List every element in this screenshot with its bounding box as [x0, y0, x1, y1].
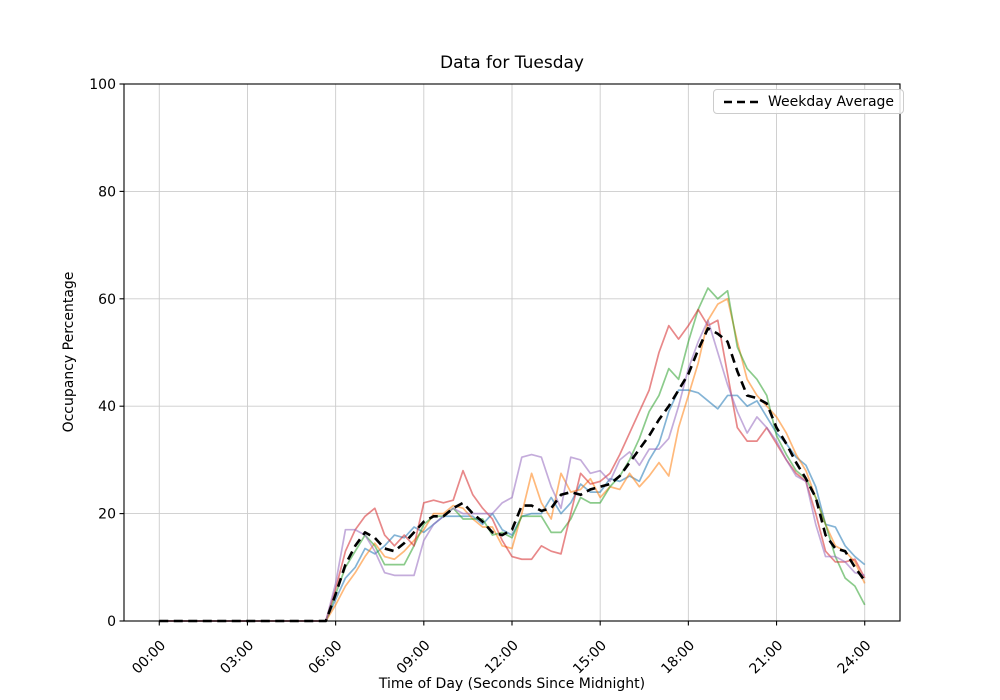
- chart-title: Data for Tuesday: [440, 53, 584, 73]
- x-tick-label: 24:00: [835, 638, 875, 678]
- y-tick-label: 0: [107, 614, 116, 630]
- y-tick-label: 40: [98, 399, 116, 415]
- x-tick-label: 00:00: [129, 638, 169, 678]
- y-tick-label: 20: [98, 507, 116, 523]
- x-tick-label: 21:00: [747, 638, 787, 678]
- dashed-line-sample: [724, 100, 758, 103]
- x-tick-label: 03:00: [217, 638, 257, 678]
- y-tick-label: 60: [98, 292, 116, 308]
- x-tick-label: 12:00: [482, 638, 522, 678]
- y-tick-label: 100: [89, 77, 116, 93]
- x-tick-label: 09:00: [394, 638, 434, 678]
- x-tick-label: 06:00: [306, 638, 346, 678]
- y-axis-label: Occupancy Percentage: [61, 271, 77, 433]
- x-axis-label: Time of Day (Seconds Since Midnight): [378, 676, 646, 692]
- legend-label: Weekday Average: [768, 93, 895, 110]
- legend: Weekday Average: [713, 89, 905, 114]
- x-tick-label: 18:00: [658, 638, 698, 678]
- x-tick-label: 15:00: [570, 638, 610, 678]
- y-tick-label: 80: [98, 184, 116, 200]
